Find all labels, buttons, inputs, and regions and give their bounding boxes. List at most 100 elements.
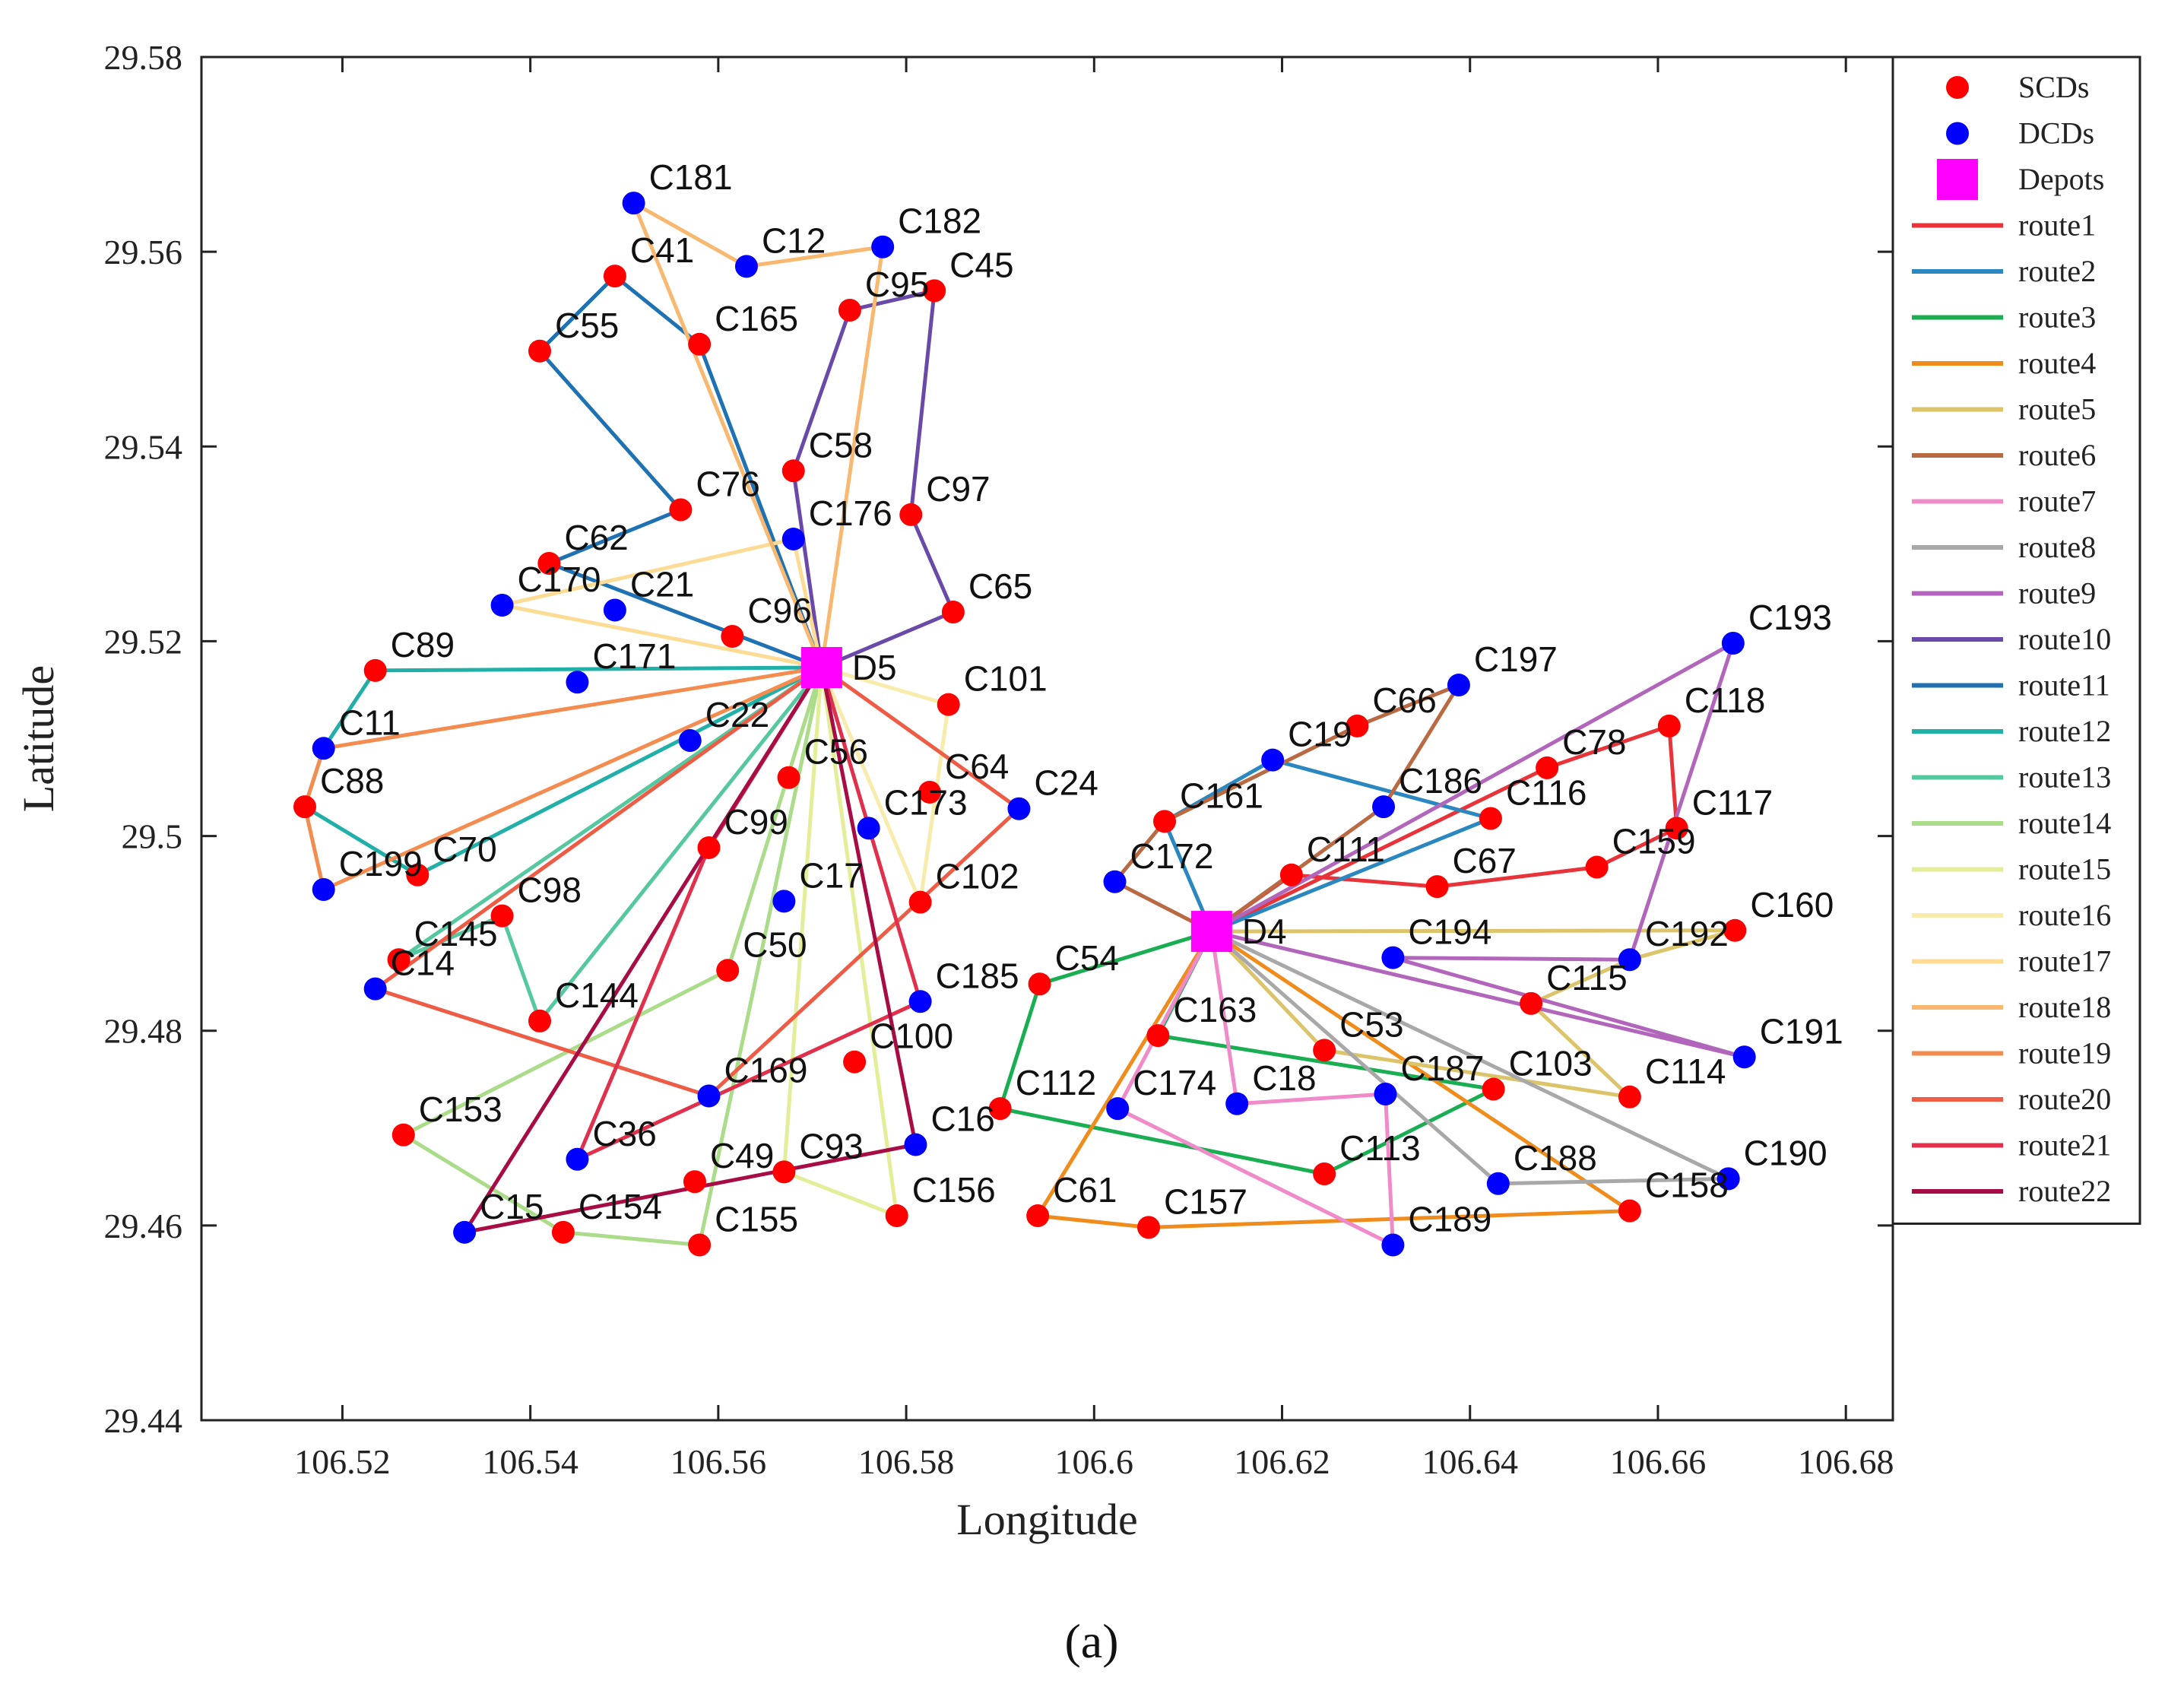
point-c103 — [1482, 1077, 1505, 1101]
point-label-c194: C194 — [1408, 912, 1491, 952]
point-label-c192: C192 — [1645, 914, 1729, 953]
point-c192 — [1618, 948, 1641, 972]
x-tick-label: 106.66 — [1610, 1442, 1707, 1481]
legend-label: route13 — [2018, 760, 2111, 794]
point-label-c185: C185 — [936, 956, 1019, 995]
point-c100 — [843, 1050, 867, 1074]
point-label-c45: C45 — [949, 245, 1013, 284]
point-label-c19: C19 — [1288, 715, 1352, 754]
point-label-c11: C11 — [339, 703, 401, 742]
point-c165 — [688, 332, 712, 356]
point-label-c16: C16 — [930, 1099, 994, 1139]
point-c145 — [387, 948, 410, 972]
legend-label: route17 — [2018, 944, 2111, 978]
legend-marker-depot — [1937, 159, 1978, 200]
point-label-c155: C155 — [715, 1199, 798, 1239]
point-c11 — [312, 737, 335, 760]
point-label-c24: C24 — [1034, 763, 1098, 803]
depot-label-d4: D4 — [1242, 912, 1287, 951]
legend-label: route11 — [2018, 668, 2110, 703]
legend-label: route9 — [2018, 576, 2096, 611]
point-label-c98: C98 — [518, 871, 582, 910]
legend-label: route4 — [2018, 346, 2096, 380]
point-c185 — [908, 990, 932, 1013]
depot-label-d5: D5 — [852, 648, 897, 687]
point-label-c181: C181 — [649, 157, 733, 197]
point-c144 — [528, 1009, 551, 1032]
point-c186 — [1372, 795, 1396, 819]
x-tick-label: 106.68 — [1798, 1442, 1894, 1481]
point-label-c118: C118 — [1685, 680, 1766, 720]
point-label-c182: C182 — [898, 201, 981, 241]
point-c113 — [1313, 1162, 1336, 1185]
legend-label: route6 — [2018, 438, 2096, 472]
point-c159 — [1585, 855, 1609, 879]
x-tick-label: 106.58 — [858, 1442, 955, 1481]
y-tick-label: 29.58 — [104, 38, 183, 77]
point-c193 — [1721, 631, 1745, 655]
y-axis-title: Latitude — [14, 665, 63, 812]
point-label-c21: C21 — [630, 564, 694, 604]
point-label-c50: C50 — [743, 925, 807, 964]
point-c182 — [871, 235, 895, 258]
x-axis-title: Longitude — [956, 1495, 1137, 1544]
x-tick-label: 106.54 — [482, 1442, 578, 1481]
point-label-c172: C172 — [1130, 836, 1214, 876]
point-c174 — [1106, 1097, 1130, 1121]
point-label-c186: C186 — [1399, 761, 1482, 801]
point-label-c176: C176 — [809, 493, 892, 533]
point-c111 — [1279, 863, 1303, 886]
point-label-c144: C144 — [555, 975, 639, 1015]
point-c19 — [1261, 748, 1285, 772]
legend-label: route3 — [2018, 300, 2096, 335]
y-tick-label: 29.54 — [104, 427, 183, 466]
point-c112 — [988, 1097, 1012, 1121]
point-label-c78: C78 — [1562, 722, 1626, 762]
point-label-c97: C97 — [926, 469, 990, 509]
point-c188 — [1486, 1172, 1510, 1195]
point-label-c99: C99 — [724, 802, 788, 842]
point-label-c189: C189 — [1408, 1199, 1491, 1239]
point-c160 — [1723, 918, 1747, 942]
y-tick-label: 29.56 — [104, 233, 183, 271]
point-c199 — [312, 878, 335, 902]
legend-label: route16 — [2018, 898, 2111, 932]
point-label-c95: C95 — [865, 265, 929, 304]
point-label-c158: C158 — [1645, 1166, 1729, 1205]
point-c50 — [716, 959, 740, 982]
axes-layer: 106.52 106.54 106.56 106.58 106.6 106.62 106.6… — [104, 38, 1894, 1481]
point-c156 — [885, 1204, 908, 1228]
point-label-c153: C153 — [419, 1089, 502, 1129]
point-c64 — [918, 780, 941, 804]
point-label-c15: C15 — [480, 1187, 544, 1226]
point-c54 — [1028, 972, 1051, 996]
point-label-c170: C170 — [518, 560, 601, 599]
point-c194 — [1381, 946, 1405, 969]
point-label-c114: C114 — [1645, 1051, 1726, 1091]
point-label-c54: C54 — [1055, 938, 1119, 978]
point-label-c169: C169 — [724, 1051, 808, 1090]
point-label-c17: C17 — [799, 855, 863, 895]
route16-line — [819, 665, 951, 905]
point-c14 — [363, 977, 387, 1001]
point-c22 — [678, 729, 702, 753]
point-label-c96: C96 — [747, 591, 811, 630]
point-label-c88: C88 — [320, 761, 384, 801]
point-label-c190: C190 — [1744, 1133, 1827, 1172]
legend: SCDs DCDs Depots route1 route2 route3 route4 ro… — [1891, 56, 2141, 1225]
y-tick-label: 29.52 — [104, 622, 183, 661]
point-label-c197: C197 — [1474, 639, 1558, 679]
legend-label: route8 — [2018, 530, 2096, 564]
point-label-c53: C53 — [1339, 1004, 1403, 1044]
point-label-c41: C41 — [630, 230, 694, 270]
point-label-c199: C199 — [339, 844, 423, 883]
point-c45 — [923, 279, 946, 303]
point-c95 — [838, 298, 861, 322]
point-c158 — [1618, 1199, 1641, 1223]
route15-line — [781, 665, 899, 1218]
point-c190 — [1716, 1167, 1740, 1191]
point-label-c145: C145 — [414, 914, 498, 953]
point-c49 — [683, 1170, 706, 1194]
point-c65 — [941, 601, 965, 624]
